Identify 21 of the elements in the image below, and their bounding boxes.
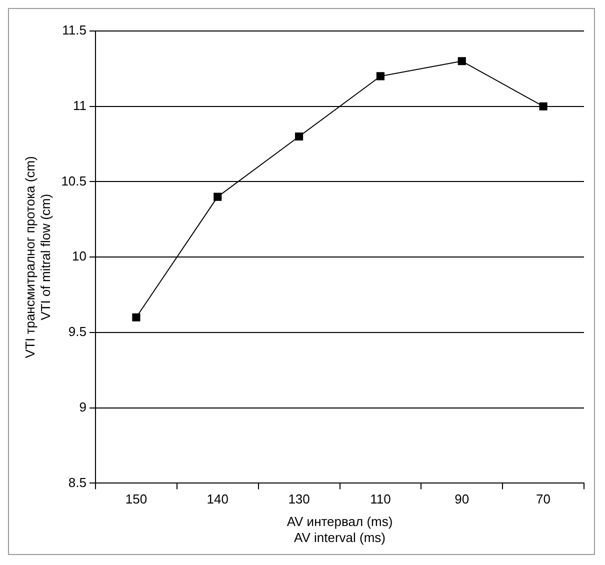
x-tick-label: 70 [536, 492, 551, 507]
point [539, 102, 548, 110]
y-tick-label: 8.5 [68, 474, 86, 490]
point [295, 132, 304, 141]
x-tick-label: 150 [125, 492, 148, 507]
x-tick-label: 90 [454, 492, 470, 507]
y-tick-label: 9 [79, 399, 86, 414]
y-tick-label: 10.5 [61, 173, 86, 188]
y-tick-label: 9.5 [68, 324, 86, 340]
y-tick-label: 10 [72, 248, 86, 264]
point [132, 313, 140, 322]
point [214, 192, 222, 201]
x-axis-title: AV интервал (ms) AV interval (ms) [286, 514, 393, 545]
y-tick-label: 11 [73, 98, 86, 113]
y-axis-title: VTI трансмитралног протока (cm) VTI of mitral flow (cm) [22, 156, 53, 358]
x-tick-label: 110 [370, 492, 391, 507]
point [458, 57, 466, 66]
y-tick-label: 11.5 [62, 22, 86, 38]
point [376, 72, 384, 80]
x-tick-label: 140 [206, 492, 228, 507]
x-tick-label: 130 [288, 492, 310, 507]
